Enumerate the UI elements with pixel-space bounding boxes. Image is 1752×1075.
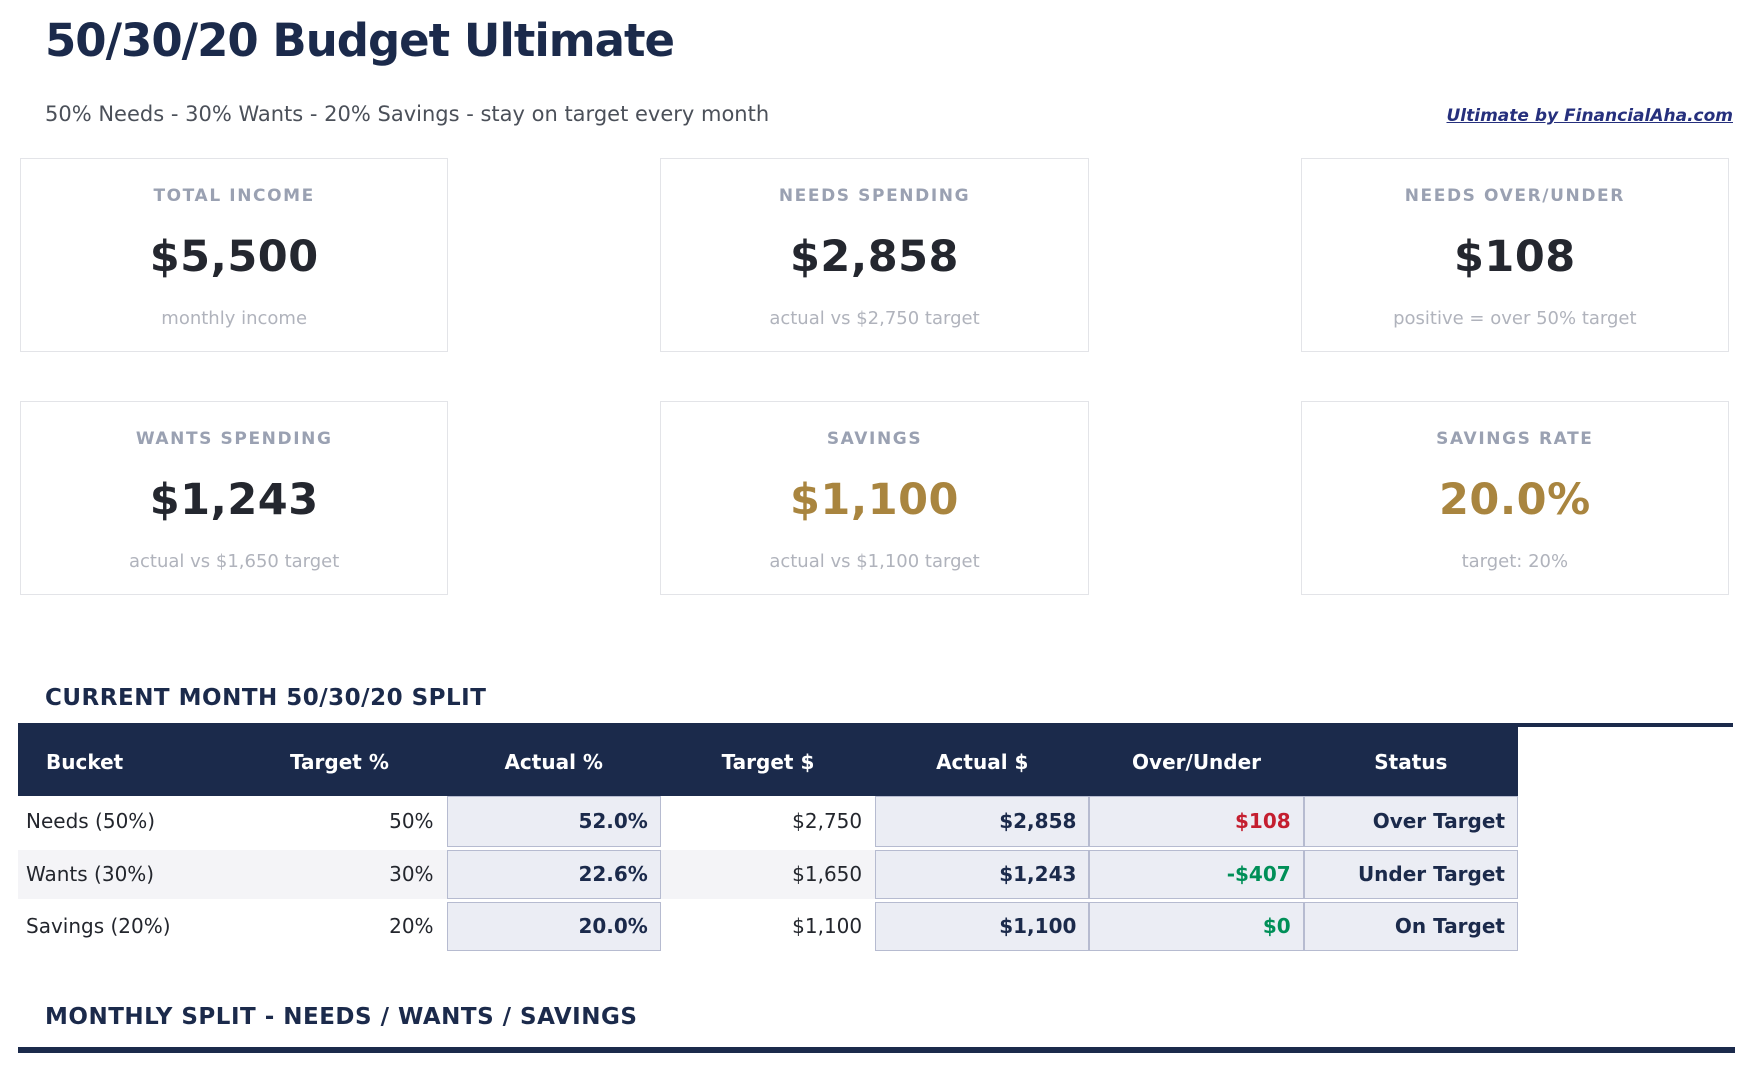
split-table-header: Bucket Target % Actual % Target $ Actual… xyxy=(18,727,1518,796)
card-label: SAVINGS xyxy=(826,429,923,449)
cell-target-usd: $1,100 xyxy=(660,900,876,954)
cell-target-pct: 20% xyxy=(232,900,447,954)
card-value: $1,243 xyxy=(149,475,319,525)
cell-actual-usd: $2,858 xyxy=(875,796,1090,850)
column-header-target-usd: Target $ xyxy=(660,727,876,796)
card-label: WANTS SPENDING xyxy=(135,429,333,449)
cell-over-under: $0 xyxy=(1089,900,1304,954)
page-header: 50/30/20 Budget Ultimate 50% Needs - 30%… xyxy=(0,0,1752,126)
card-savings: SAVINGS $1,100 actual vs $1,100 target xyxy=(660,401,1089,595)
card-wants-spending: WANTS SPENDING $1,243 actual vs $1,650 t… xyxy=(20,401,449,595)
card-value: 20.0% xyxy=(1438,475,1591,525)
card-note: monthly income xyxy=(161,308,308,329)
card-value: $1,100 xyxy=(790,475,959,525)
cell-target-pct: 30% xyxy=(232,848,447,902)
card-label: NEEDS OVER/UNDER xyxy=(1404,186,1625,206)
split-table: Bucket Target % Actual % Target $ Actual… xyxy=(18,727,1518,954)
card-note: actual vs $1,650 target xyxy=(128,551,340,572)
subtitle-bar: 50% Needs - 30% Wants - 20% Savings - st… xyxy=(45,102,1733,126)
column-header-target-pct: Target % xyxy=(232,727,447,796)
card-savings-rate: SAVINGS RATE 20.0% target: 20% xyxy=(1300,401,1729,595)
card-label: SAVINGS RATE xyxy=(1436,429,1594,449)
card-note: actual vs $2,750 target xyxy=(769,308,980,329)
card-label: TOTAL INCOME xyxy=(153,186,315,206)
card-value: $5,500 xyxy=(149,232,319,282)
card-total-income: TOTAL INCOME $5,500 monthly income xyxy=(20,158,449,352)
card-note: target: 20% xyxy=(1461,551,1569,572)
cell-bucket: Needs (50%) xyxy=(18,796,233,850)
card-note: positive = over 50% target xyxy=(1393,308,1637,329)
monthly-split-divider xyxy=(18,1046,1735,1053)
stat-cards-grid: TOTAL INCOME $5,500 monthly income NEEDS… xyxy=(20,158,1729,595)
column-header-bucket: Bucket xyxy=(18,727,233,796)
cell-target-pct: 50% xyxy=(232,796,447,850)
card-value: $2,858 xyxy=(790,232,959,282)
column-header-over-under: Over/Under xyxy=(1089,727,1304,796)
cell-bucket: Wants (30%) xyxy=(18,848,233,902)
cell-actual-pct: 52.0% xyxy=(446,796,661,850)
cell-over-under: $108 xyxy=(1089,796,1304,850)
cell-actual-pct: 22.6% xyxy=(446,848,661,902)
cell-status: Over Target xyxy=(1303,796,1518,850)
card-value: $108 xyxy=(1453,232,1576,282)
column-header-actual-usd: Actual $ xyxy=(875,727,1090,796)
cell-actual-usd: $1,243 xyxy=(875,848,1090,902)
brand-link[interactable]: Ultimate by FinancialAha.com xyxy=(1446,106,1734,126)
card-note: actual vs $1,100 target xyxy=(769,551,980,572)
card-needs-spending: NEEDS SPENDING $2,858 actual vs $2,750 t… xyxy=(660,158,1089,352)
table-row-needs: Needs (50%) 50% 52.0% $2,750 $2,858 $108… xyxy=(18,796,1518,850)
monthly-split-heading: MONTHLY SPLIT - NEEDS / WANTS / SAVINGS xyxy=(45,1003,638,1030)
cell-target-usd: $1,650 xyxy=(660,848,876,902)
cell-actual-usd: $1,100 xyxy=(875,900,1090,954)
page-title: 50/30/20 Budget Ultimate xyxy=(45,14,675,67)
cell-over-under: -$407 xyxy=(1089,848,1304,902)
cell-status: On Target xyxy=(1303,900,1518,954)
column-header-actual-pct: Actual % xyxy=(446,727,661,796)
current-month-split-heading: CURRENT MONTH 50/30/20 SPLIT xyxy=(45,685,487,711)
cell-actual-pct: 20.0% xyxy=(446,900,661,954)
page-subtitle: 50% Needs - 30% Wants - 20% Savings - st… xyxy=(45,102,770,126)
cell-status: Under Target xyxy=(1303,848,1518,902)
split-table-wrap: Bucket Target % Actual % Target $ Actual… xyxy=(18,723,1733,954)
column-header-status: Status xyxy=(1303,727,1518,796)
card-needs-over-under: NEEDS OVER/UNDER $108 positive = over 50… xyxy=(1300,158,1729,352)
cell-target-usd: $2,750 xyxy=(660,796,876,850)
table-row-wants: Wants (30%) 30% 22.6% $1,650 $1,243 -$40… xyxy=(18,848,1518,902)
card-label: NEEDS SPENDING xyxy=(778,186,971,206)
table-row-savings: Savings (20%) 20% 20.0% $1,100 $1,100 $0… xyxy=(18,900,1518,954)
cell-bucket: Savings (20%) xyxy=(18,900,233,954)
